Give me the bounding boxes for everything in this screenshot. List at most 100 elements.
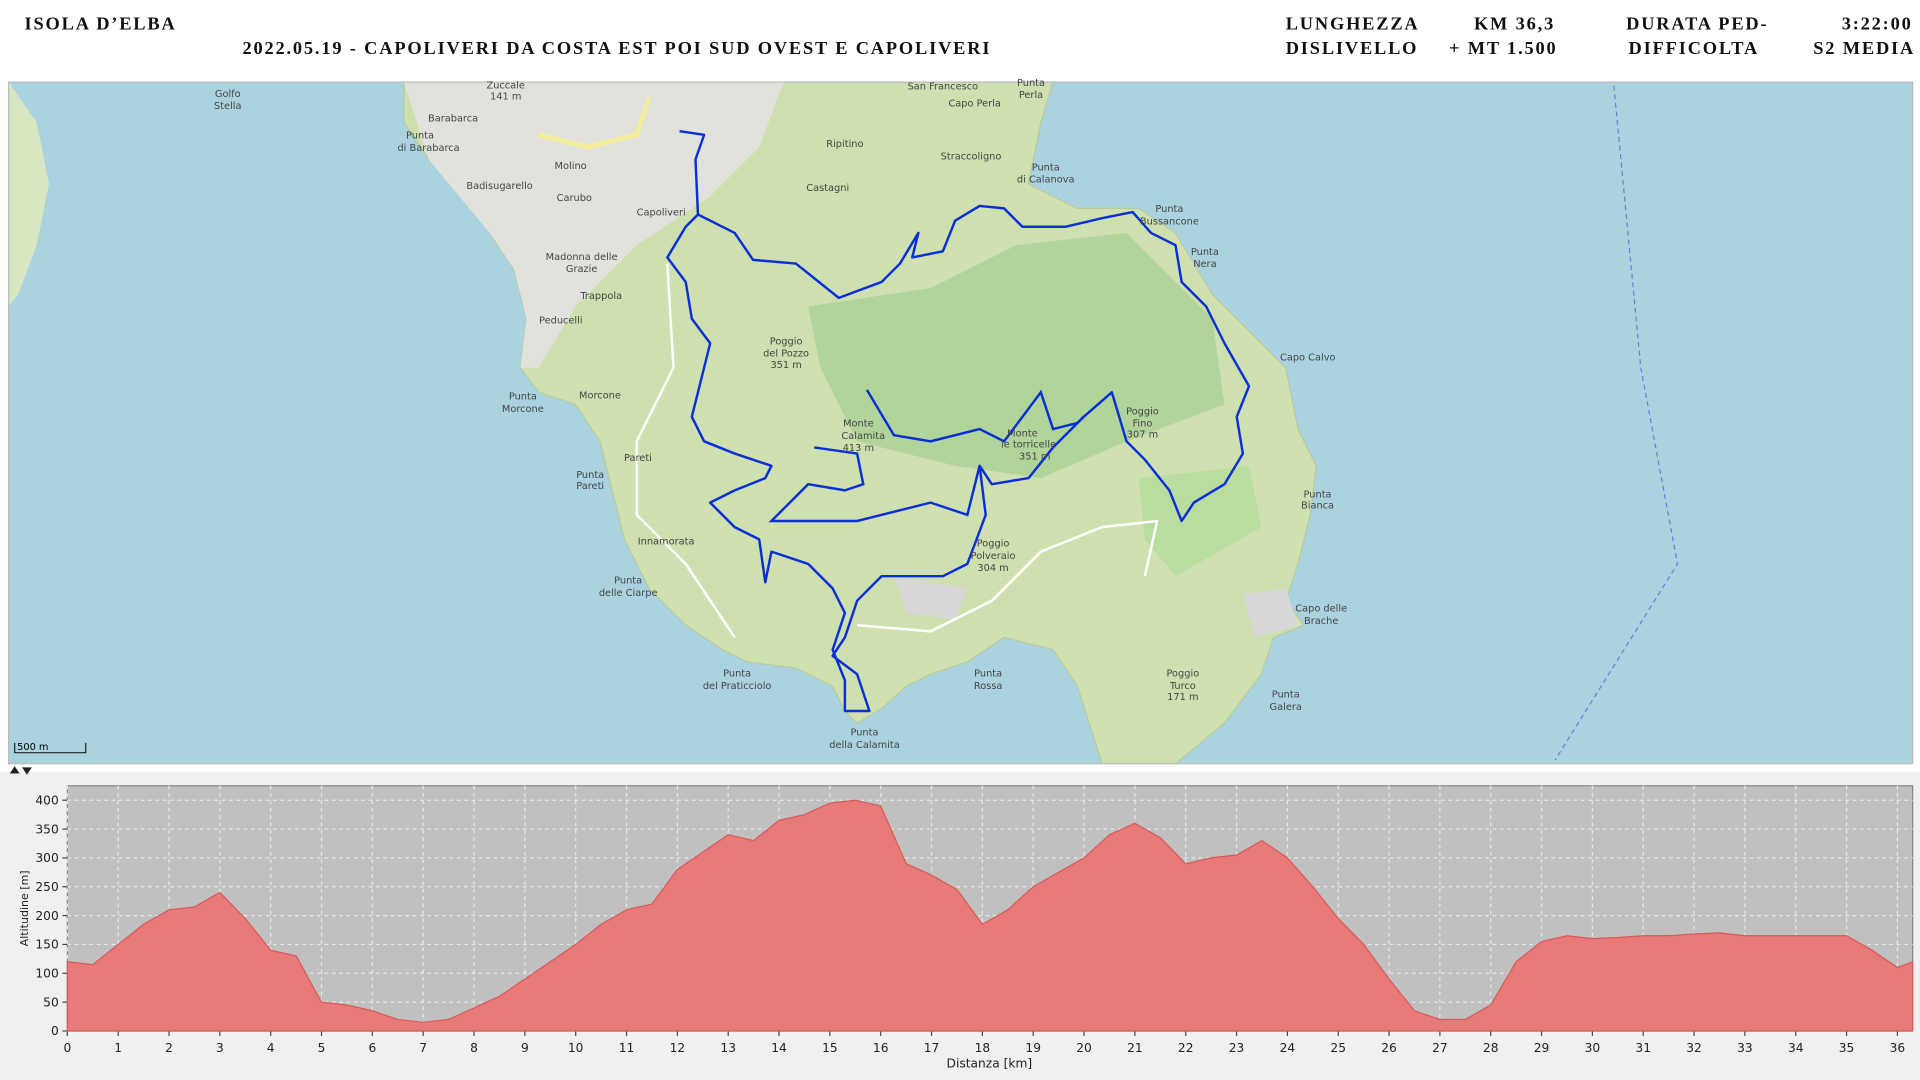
place-label: Poggio (1167, 669, 1200, 680)
place-label: Capo Perla (948, 99, 1000, 110)
place-label: Pareti (624, 453, 652, 464)
x-tick-label: 19 (1025, 1041, 1041, 1055)
place-label: Castagni (806, 183, 849, 194)
x-tick-label: 31 (1635, 1041, 1651, 1055)
place-label: Trappola (579, 291, 622, 302)
place-label: Poggio (977, 539, 1010, 550)
place-label: Fino (1133, 419, 1153, 430)
x-tick-label: 17 (924, 1041, 940, 1055)
place-label: Monte (843, 419, 874, 430)
place-label: Capo Calvo (1280, 352, 1336, 363)
place-label: Molino (555, 161, 587, 172)
place-label: Rossa (974, 681, 1003, 692)
x-tick-label: 9 (521, 1041, 529, 1055)
place-label: Punta (974, 669, 1002, 680)
x-tick-label: 30 (1585, 1041, 1601, 1055)
place-label: Poggio (770, 336, 803, 347)
place-label: 307 m (1127, 430, 1158, 441)
place-label: Ripitino (826, 139, 863, 150)
x-tick-label: 8 (470, 1041, 478, 1055)
place-label: Brache (1304, 616, 1338, 627)
land (8, 82, 49, 307)
place-label: della Calamita (829, 740, 899, 751)
place-label: Punta (1155, 204, 1183, 215)
place-label: 413 m (843, 443, 874, 454)
x-tick-label: 23 (1229, 1041, 1245, 1055)
place-label: Nera (1193, 259, 1216, 270)
place-label: Punta (1304, 490, 1332, 501)
place-label: 304 m (977, 563, 1008, 574)
y-tick-label: 50 (43, 995, 59, 1009)
place-label: Monte (1007, 428, 1038, 439)
x-tick-label: 10 (568, 1041, 584, 1055)
field-value: KM 36,3 (1474, 13, 1555, 33)
field-value: + MT 1.500 (1449, 38, 1558, 58)
field-value: S2 MEDIA (1813, 38, 1915, 58)
road (538, 97, 652, 150)
y-tick-label: 200 (35, 909, 58, 923)
place-label: Punta (1032, 162, 1060, 173)
elevation-area (66, 799, 1914, 1032)
place-label: Golfo (215, 89, 241, 100)
place-label: Punta (723, 669, 751, 680)
x-tick-label: 22 (1178, 1041, 1194, 1055)
x-tick-label: 7 (419, 1041, 427, 1055)
place-label: delle Ciarpe (599, 588, 658, 599)
y-tick-label: 100 (35, 967, 58, 981)
map-border (7, 81, 1914, 765)
place-label: Morcone (502, 404, 544, 415)
y-tick-label: 400 (35, 793, 58, 807)
x-tick-label: 1 (114, 1041, 122, 1055)
field-value: 3:22:00 (1842, 13, 1913, 33)
field-label: DISLIVELLO (1286, 38, 1419, 58)
place-label: Poggio (1126, 406, 1159, 417)
place-label: Capoliveri (637, 208, 686, 219)
place-label: Innamorata (638, 536, 695, 547)
place-label: Punta (509, 392, 537, 403)
y-tick-label: 250 (35, 880, 58, 894)
route (768, 446, 981, 523)
ferry-line (1554, 85, 1679, 761)
place-label: Capo delle (1295, 604, 1347, 615)
place-label: Punta (1272, 690, 1300, 701)
x-tick-label: 36 (1890, 1041, 1906, 1055)
place-label: le torricelle (1001, 439, 1056, 450)
place-label: Bianca (1301, 501, 1334, 512)
place-label: Zuccale (486, 80, 524, 91)
x-tick-label: 34 (1788, 1041, 1804, 1055)
x-tick-label: 20 (1076, 1041, 1092, 1055)
place-label: Punta (1191, 247, 1219, 258)
place-label: Punta (576, 470, 604, 481)
place-label: Straccoligno (941, 151, 1002, 162)
scale-label: 500 m (17, 742, 48, 753)
place-label: di Barabarca (397, 143, 459, 154)
place-label: Barabarca (428, 113, 478, 124)
x-tick-label: 28 (1483, 1041, 1499, 1055)
x-tick-label: 15 (822, 1041, 838, 1055)
place-label: Punta (1017, 78, 1045, 89)
x-tick-label: 16 (873, 1041, 889, 1055)
y-tick-label: 300 (35, 851, 58, 865)
x-tick-label: 33 (1737, 1041, 1753, 1055)
x-tick-label: 25 (1330, 1041, 1346, 1055)
x-tick-label: 13 (720, 1041, 736, 1055)
place-label: Turco (1169, 681, 1196, 692)
place-label: Punta (850, 728, 878, 739)
scale-bar (14, 742, 87, 754)
place-label: Badisugarello (466, 181, 532, 192)
quarry (893, 576, 968, 620)
toggle-arrows[interactable] (9, 766, 32, 775)
x-tick-label: 4 (267, 1041, 275, 1055)
x-tick-label: 35 (1839, 1041, 1855, 1055)
place-label: Calamita (841, 431, 885, 442)
x-tick-label: 14 (771, 1041, 787, 1055)
place-label: di Calanova (1017, 175, 1075, 186)
y-tick-label: 350 (35, 822, 58, 836)
route (666, 129, 1251, 713)
place-label: Punta (614, 576, 642, 587)
subtitle: 2022.05.19 - CAPOLIVERI DA COSTA EST POI… (242, 38, 991, 58)
place-label: Galera (1270, 702, 1302, 713)
place-label: 351 m (770, 360, 801, 371)
x-tick-label: 26 (1381, 1041, 1397, 1055)
